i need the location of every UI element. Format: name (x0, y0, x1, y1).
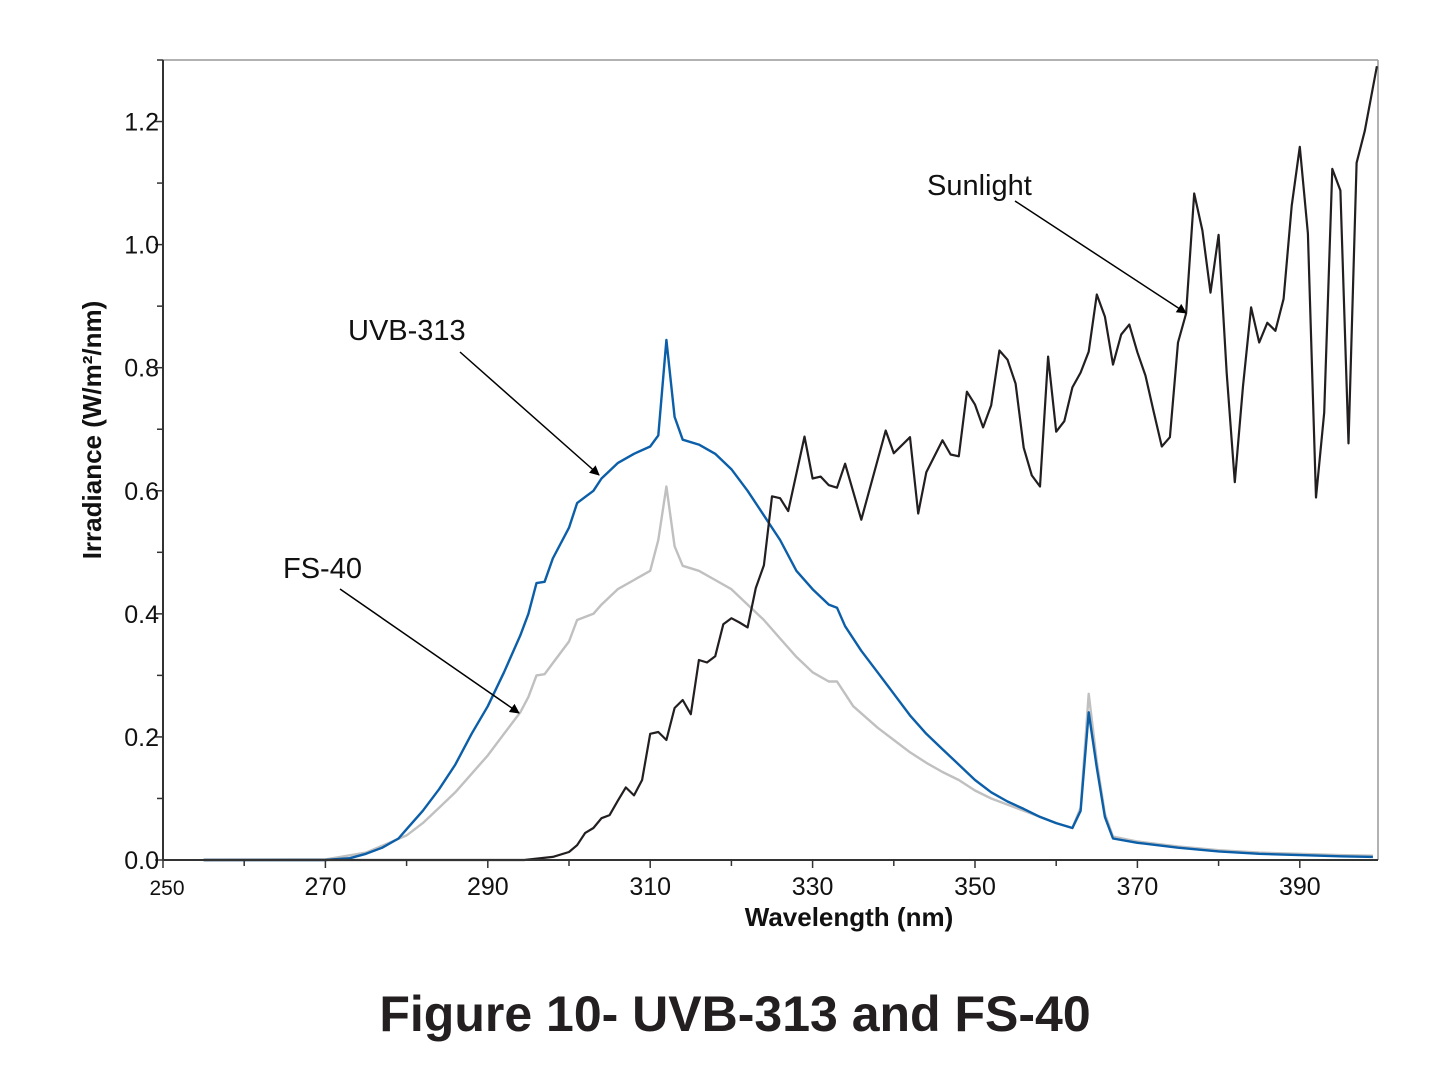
series-line-sunlight (203, 65, 1378, 862)
y-tick-label: 1.0 (124, 232, 159, 260)
annotation-uvb313-arrow (459, 351, 600, 476)
annotation-sunlight-arrow (1014, 200, 1187, 314)
y-tick-label: 0.4 (124, 601, 159, 629)
annotation-fs40: FS-40 (283, 553, 520, 714)
x-tick-label: 370 (1117, 873, 1159, 901)
y-tick-label: 0.6 (124, 478, 159, 506)
x-tick-label: 250 (149, 877, 184, 900)
annotation-uvb313: UVB-313 (348, 315, 600, 476)
series-line-fs-40 (203, 485, 1373, 862)
annotation-sunlight: Sunlight (927, 170, 1187, 314)
annotation-fs40-arrow (339, 588, 520, 714)
series-layer (203, 65, 1378, 862)
x-tick-label: 310 (629, 873, 671, 901)
figure-title: Figure 10- UVB-313 and FS-40 (379, 986, 1090, 1042)
x-tick-label: 390 (1279, 873, 1321, 901)
x-tick-label: 270 (305, 873, 347, 901)
y-axis-title: Irradiance (W/m²/nm) (77, 301, 107, 560)
x-tick-label: 350 (954, 873, 996, 901)
y-tick-label: 0.2 (124, 724, 159, 752)
series-line-uvb-313 (203, 338, 1373, 862)
annotation-fs40-label: FS-40 (283, 553, 362, 585)
x-tick-label: 330 (792, 873, 834, 901)
annotation-uvb313-label: UVB-313 (348, 315, 466, 347)
plot-frame (163, 59, 1379, 860)
x-tick-label: 290 (467, 873, 509, 901)
x-axis-title: Wavelength (nm) (745, 902, 953, 932)
y-tick-label: 0.8 (124, 355, 159, 383)
y-tick-label: 0.0 (124, 847, 159, 875)
axes: 250 270 290 310 330 350 370 390 0.0 0.2 0.4 0.6 0.8 1… (124, 59, 1378, 901)
y-tick-label: 1.2 (124, 109, 159, 137)
annotation-sunlight-label: Sunlight (927, 170, 1032, 202)
